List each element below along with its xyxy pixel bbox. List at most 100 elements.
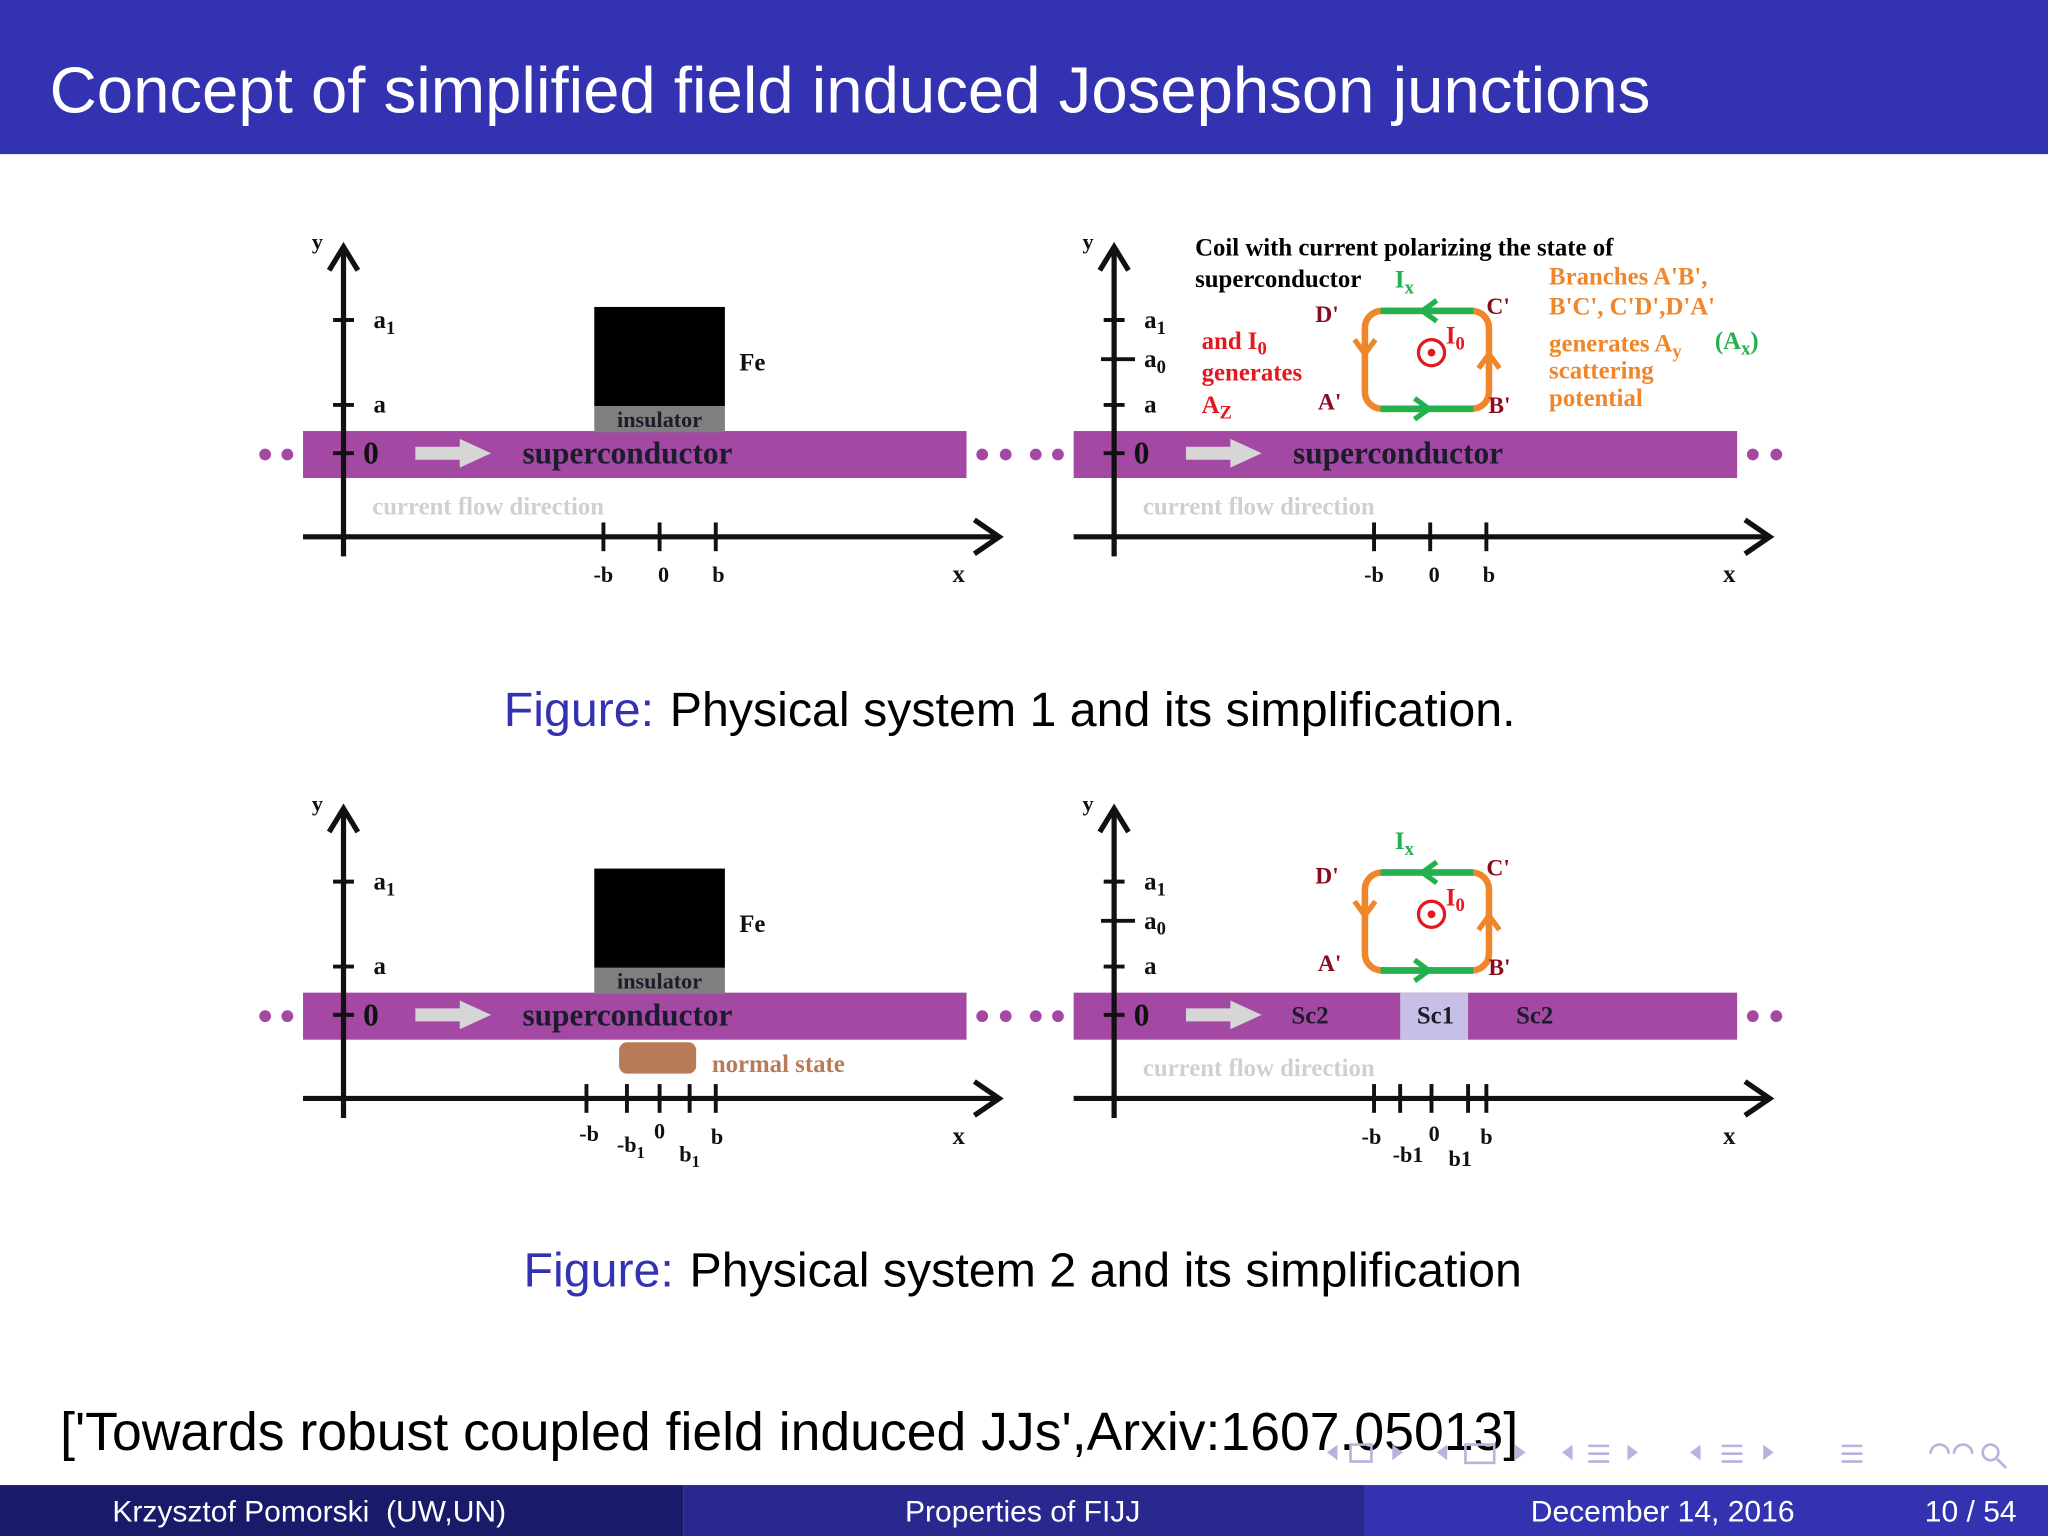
- note-red: and I0: [1202, 327, 1267, 359]
- y-tick-label-base: a: [374, 307, 387, 334]
- continuation-dot: [1770, 448, 1783, 461]
- bar-label: superconductor: [1293, 436, 1503, 471]
- x-tick-label-sub: 1: [692, 1152, 700, 1171]
- corner-label: B': [1488, 393, 1510, 419]
- x-tick-label: 0: [1429, 1121, 1440, 1146]
- bar-label: superconductor: [522, 997, 732, 1032]
- title-bar: [0, 0, 2048, 155]
- nav-icon: [1627, 1444, 1638, 1461]
- fe-label: Fe: [739, 911, 765, 938]
- caption: Figure: Physical system 1 and its simplif…: [504, 683, 1516, 737]
- nav-icon: [1721, 1444, 1743, 1463]
- nav-icon: [1841, 1444, 1863, 1463]
- current-symbol-dot: [1427, 910, 1436, 919]
- coil-arrow: [1476, 349, 1502, 370]
- inner-current-label-base: I: [1446, 884, 1456, 911]
- caption-label: Figure:: [504, 683, 654, 737]
- y-axis-label: y: [1082, 791, 1093, 816]
- note-green-tail: ): [1750, 327, 1758, 354]
- note-orange: Branches A'B',: [1549, 263, 1707, 290]
- continuation-dot: [1029, 1010, 1042, 1023]
- superconductor-bar: [303, 431, 967, 479]
- x-tick-label: 0: [1429, 562, 1440, 587]
- note-red-base: A: [1202, 391, 1220, 418]
- coil-current-label: Ix: [1395, 266, 1415, 298]
- fe-block: [594, 868, 725, 968]
- nav-icon: [1392, 1444, 1403, 1461]
- caption-text: Physical system 1 and its simplification…: [670, 683, 1516, 737]
- corner-label: A': [1318, 389, 1342, 415]
- coil-arrow: [1476, 911, 1502, 932]
- y-axis-label: y: [312, 229, 323, 254]
- x-axis-arrow: [972, 1079, 1004, 1118]
- note-red-base: and I: [1202, 327, 1258, 354]
- y-tick-label-sub: 0: [1157, 357, 1166, 378]
- inner-current-label: I0: [1446, 322, 1465, 354]
- continuation-dot: [1746, 448, 1759, 461]
- y-tick-label: a1: [374, 307, 396, 339]
- y-tick-label-sub: 1: [386, 317, 395, 338]
- coil-current-label-sub: x: [1405, 277, 1415, 298]
- y-tick-label: a: [1144, 953, 1157, 980]
- y-tick-label: a0: [1144, 346, 1166, 378]
- nav-icon: [1562, 1444, 1573, 1461]
- x-axis-label: x: [952, 561, 965, 588]
- continuation-dot: [259, 1010, 272, 1023]
- x-tick-label-sub: 1: [637, 1143, 645, 1162]
- bar-label: Sc2: [1516, 1003, 1553, 1030]
- continuation-dot: [999, 1010, 1012, 1023]
- y-axis-arrow: [326, 803, 361, 834]
- nav-icon: [1690, 1444, 1701, 1461]
- x-axis-label: x: [1723, 1123, 1736, 1150]
- note-red: AZ: [1202, 391, 1232, 423]
- footer-author: Krzysztof Pomorski (UW,UN): [112, 1496, 506, 1529]
- x-axis-label: x: [952, 1123, 965, 1150]
- note-red-sub: 0: [1257, 338, 1266, 359]
- y-tick-label-base: a: [1144, 307, 1157, 334]
- coil-arrow: [1352, 338, 1378, 359]
- flow-label: current flow direction: [1143, 493, 1375, 520]
- superconductor-bar: [1073, 431, 1738, 479]
- reference: ['Towards robust coupled field induced J…: [60, 1403, 1518, 1462]
- continuation-dot: [976, 448, 989, 461]
- continuation-dot: [999, 448, 1012, 461]
- x-tick-label: -b: [579, 1121, 599, 1146]
- superconductor-bar: [303, 992, 967, 1040]
- nav-icon: [1929, 1443, 1974, 1454]
- normal-state-region: [619, 1042, 697, 1074]
- x-tick-label: -b: [594, 562, 614, 587]
- corner-label: C': [1486, 856, 1510, 882]
- note-red: generates: [1202, 359, 1303, 386]
- note-orange: generates Ay: [1549, 330, 1682, 362]
- y-tick-label-base: a: [1144, 346, 1157, 373]
- flow-label: current flow direction: [1143, 1055, 1375, 1082]
- y-tick-label: 0: [1134, 436, 1150, 471]
- inner-current-label-base: I: [1446, 322, 1456, 349]
- nav-icon: [1349, 1443, 1373, 1463]
- coil-heading: Coil with current polarizing the state o…: [1195, 235, 1614, 262]
- coil-arrow: [1352, 899, 1378, 921]
- flow-arrow: [415, 438, 492, 468]
- continuation-dot: [281, 448, 294, 461]
- coil-current-label: Ix: [1395, 828, 1415, 860]
- x-tick-label: -b1: [1393, 1142, 1424, 1167]
- continuation-dot: [281, 1010, 294, 1023]
- x-axis-arrow: [972, 517, 1004, 556]
- slide-title: Concept of simplified field induced Jose…: [50, 53, 1651, 126]
- y-axis-arrow: [326, 241, 361, 272]
- coil-heading: superconductor: [1195, 266, 1361, 293]
- y-axis-label: y: [312, 791, 323, 816]
- corner-label: A': [1318, 951, 1342, 977]
- footer-author-box: [0, 1485, 684, 1536]
- footer-date: December 14, 2016: [1531, 1496, 1795, 1529]
- y-tick-label-sub: 0: [1157, 918, 1166, 939]
- x-tick-label: b1: [1449, 1146, 1472, 1171]
- note-orange: scattering: [1549, 357, 1654, 384]
- coil-arrow: [1417, 859, 1439, 886]
- y-tick-label: a: [374, 953, 387, 980]
